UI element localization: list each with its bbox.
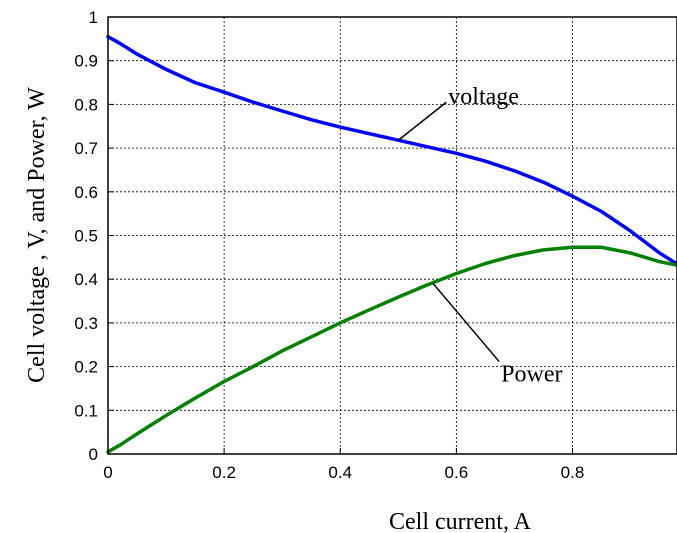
x-ticks: 0 0.2 0.4 0.6 0.8 bbox=[103, 448, 584, 482]
y-tick-label: 0.6 bbox=[74, 183, 98, 202]
series-line-voltage bbox=[106, 34, 677, 266]
y-tick-label: 0.7 bbox=[74, 139, 98, 158]
annotation-leader-line bbox=[397, 101, 447, 141]
series-line-power bbox=[106, 245, 677, 454]
y-tick-label: 1 bbox=[89, 8, 98, 27]
annotation-leader-line bbox=[432, 283, 500, 363]
x-tick-label: 0.8 bbox=[561, 463, 585, 482]
series-group bbox=[106, 34, 677, 454]
y-tick-label: 0.5 bbox=[74, 227, 98, 246]
y-tick-label: 0.1 bbox=[74, 401, 98, 420]
y-tick-label: 0.4 bbox=[74, 270, 98, 289]
x-tick-label: 0 bbox=[103, 463, 112, 482]
x-tick-label: 0.4 bbox=[328, 463, 352, 482]
y-tick-label: 0.8 bbox=[74, 95, 98, 114]
annotations: voltage Power bbox=[397, 84, 562, 388]
grid bbox=[108, 17, 677, 454]
y-tick-label: 0 bbox=[89, 445, 98, 464]
y-tick-label: 0.2 bbox=[74, 358, 98, 377]
y-axis-label: Cell voltage , V, and Power, W bbox=[24, 87, 50, 383]
x-tick-label: 0.2 bbox=[212, 463, 236, 482]
annotation-label: Power bbox=[501, 362, 562, 388]
y-tick-label: 0.9 bbox=[74, 52, 98, 71]
y-tick-label: 0.3 bbox=[74, 314, 98, 333]
y-ticks: 0 0.1 0.2 0.3 0.4 0.5 0.6 0.7 0.8 0.9 1 bbox=[74, 8, 114, 464]
x-axis-label: Cell current, A bbox=[389, 509, 532, 533]
annotation-label: voltage bbox=[448, 84, 519, 110]
x-tick-label: 0.6 bbox=[445, 463, 469, 482]
